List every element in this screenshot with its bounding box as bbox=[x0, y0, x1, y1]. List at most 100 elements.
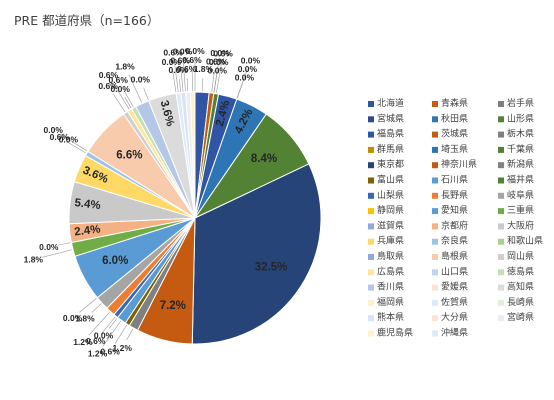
data-label-静岡県: 0.0% bbox=[63, 313, 83, 323]
data-label-新潟県: 1.2% bbox=[113, 343, 133, 353]
leader-line bbox=[172, 70, 177, 93]
legend-label: 秋田県 bbox=[441, 112, 468, 124]
legend-swatch bbox=[368, 254, 374, 260]
legend-item-奈良県: 奈良県 bbox=[432, 235, 468, 247]
legend-item-岩手県: 岩手県 bbox=[498, 97, 534, 109]
data-label-宮城県: 0.0% bbox=[208, 66, 228, 76]
legend-swatch bbox=[498, 162, 504, 169]
leader-line bbox=[211, 70, 215, 93]
data-label-東京都: 32.5% bbox=[255, 261, 288, 273]
data-label-鹿児島県: 0.6% bbox=[182, 55, 202, 65]
leader-line bbox=[101, 316, 116, 335]
data-label-熊本県: 0.6% bbox=[171, 56, 191, 66]
legend-label: 鹿児島県 bbox=[377, 327, 413, 339]
legend-swatch bbox=[368, 284, 374, 291]
slice-東京都 bbox=[191, 163, 322, 345]
data-label-長野県: 1.2% bbox=[73, 337, 93, 347]
legend-label: 埼玉県 bbox=[441, 143, 468, 155]
legend-label: 大阪府 bbox=[507, 219, 534, 231]
legend-item-山梨県: 山梨県 bbox=[368, 189, 404, 201]
legend-label: 宮城県 bbox=[377, 112, 404, 124]
leader-line bbox=[79, 298, 97, 313]
legend-item-長野県: 長野県 bbox=[432, 190, 468, 201]
legend-label: 静岡県 bbox=[377, 204, 404, 216]
data-label-神奈川県: 7.2% bbox=[160, 300, 186, 312]
legend-label: 山梨県 bbox=[377, 189, 404, 201]
legend-label: 福岡県 bbox=[377, 296, 404, 308]
legend-swatch bbox=[498, 131, 504, 138]
legend-item-長崎県: 長崎県 bbox=[498, 296, 534, 308]
legend-swatch bbox=[432, 131, 438, 138]
leader-line bbox=[112, 82, 130, 110]
legend-item-広島県: 広島県 bbox=[368, 265, 404, 277]
legend-item-岡山県: 岡山県 bbox=[498, 251, 534, 262]
legend-swatch bbox=[432, 238, 438, 245]
legend-swatch bbox=[432, 101, 438, 107]
data-label-秋田県: 0.0% bbox=[209, 57, 229, 67]
leader-line bbox=[112, 93, 126, 113]
legend-item-富山県: 富山県 bbox=[368, 174, 404, 186]
legend-label: 鳥取県 bbox=[377, 250, 404, 262]
legend-item-秋田県: 秋田県 bbox=[432, 112, 468, 124]
legend-label: 青森県 bbox=[441, 97, 468, 109]
leader-line bbox=[124, 96, 132, 109]
data-label-岩手県: 0.0% bbox=[210, 48, 230, 58]
leader-line bbox=[182, 60, 186, 92]
data-label-愛知県: 6.0% bbox=[102, 255, 128, 267]
legend-label: 千葉県 bbox=[507, 143, 534, 155]
data-label-宮崎県: 0.6% bbox=[177, 64, 197, 74]
data-label-北海道: 1.8% bbox=[194, 64, 214, 74]
leader-line bbox=[216, 62, 222, 93]
legend-item-熊本県: 熊本県 bbox=[368, 311, 404, 323]
legend-item-兵庫県: 兵庫県 bbox=[368, 235, 404, 247]
legend-label: 東京都 bbox=[377, 158, 404, 170]
legend-label: 愛知県 bbox=[441, 204, 468, 216]
legend-item-群馬県: 群馬県 bbox=[368, 143, 404, 155]
legend-label: 新潟県 bbox=[507, 158, 534, 170]
leader-line bbox=[114, 324, 128, 344]
leader-line bbox=[143, 87, 149, 101]
legend-item-高知県: 高知県 bbox=[498, 281, 534, 293]
legend-swatch bbox=[368, 299, 374, 306]
legend-swatch bbox=[498, 192, 504, 199]
legend-item-滋賀県: 滋賀県 bbox=[368, 219, 404, 231]
data-label-愛媛県: 0.0% bbox=[131, 74, 151, 84]
legend-swatch bbox=[498, 177, 504, 184]
legend-swatch bbox=[432, 116, 438, 123]
legend-swatch bbox=[498, 116, 504, 123]
legend-item-石川県: 石川県 bbox=[432, 175, 468, 186]
legend-item-北海道: 北海道 bbox=[368, 97, 404, 109]
legend-swatch bbox=[432, 269, 438, 276]
leader-line bbox=[41, 249, 73, 258]
legend-item-埼玉県: 埼玉県 bbox=[432, 143, 468, 155]
data-label-和歌山県: 0.0% bbox=[44, 125, 64, 135]
legend-item-愛媛県: 愛媛県 bbox=[432, 281, 468, 293]
legend-item-鹿児島県: 鹿児島県 bbox=[368, 327, 413, 339]
legend-label: 茨城県 bbox=[441, 128, 468, 140]
legend-swatch bbox=[368, 177, 374, 184]
data-label-福井県: 0.0% bbox=[94, 331, 114, 341]
legend-swatch bbox=[498, 238, 504, 245]
legend-label: 高知県 bbox=[507, 281, 534, 293]
legend-item-和歌山県: 和歌山県 bbox=[498, 235, 543, 247]
legend-label: 石川県 bbox=[441, 175, 468, 186]
legend-label: 栃木県 bbox=[507, 128, 534, 140]
legend-label: 熊本県 bbox=[377, 311, 404, 323]
legend-item-神奈川県: 神奈川県 bbox=[432, 158, 477, 170]
legend-item-沖縄県: 沖縄県 bbox=[432, 327, 468, 339]
leader-line bbox=[108, 318, 118, 329]
legend-label: 島根県 bbox=[441, 250, 468, 262]
legend-item-静岡県: 静岡県 bbox=[368, 204, 404, 216]
data-label-山形県: 0.6% bbox=[213, 48, 233, 58]
legend-swatch bbox=[432, 315, 438, 322]
data-label-大分県: 0.0% bbox=[173, 47, 193, 57]
legend-label: 三重県 bbox=[507, 204, 534, 216]
legend-item-福岡県: 福岡県 bbox=[368, 296, 404, 308]
legend-swatch bbox=[498, 223, 504, 230]
legend-item-佐賀県: 佐賀県 bbox=[432, 296, 468, 308]
legend-item-山形県: 山形県 bbox=[498, 112, 534, 124]
data-label-山口県: 0.0% bbox=[111, 84, 131, 94]
data-label-群馬県: 0.0% bbox=[241, 56, 261, 66]
chart-title: PRE 都道府県（n=166） bbox=[14, 13, 160, 28]
